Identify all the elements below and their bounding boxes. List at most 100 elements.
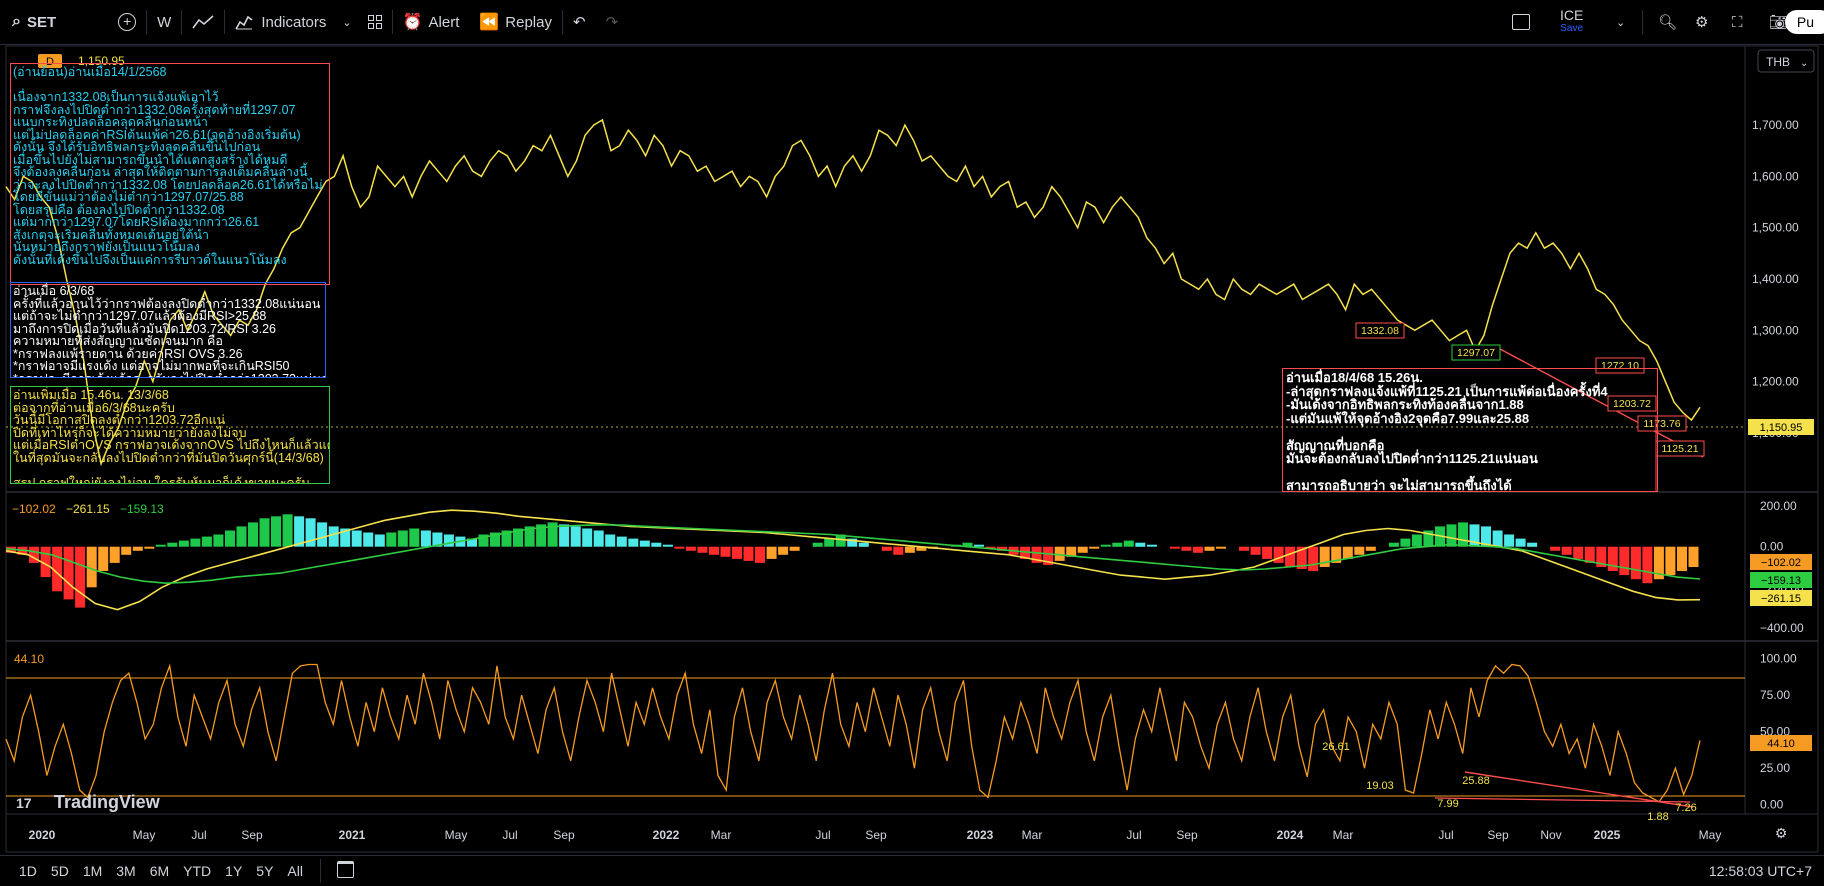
- svg-text:TradingView: TradingView: [54, 792, 161, 812]
- gear-icon[interactable]: ⚙: [1775, 825, 1788, 841]
- chart-area[interactable]: 1,700.00 1,600.00 1,500.00 1,400.00 1,300.00…: [0, 44, 1824, 854]
- range-ytd[interactable]: YTD: [183, 863, 212, 879]
- time-axis-label: 2022: [653, 828, 680, 842]
- macd-hist-bar: [893, 546, 904, 555]
- macd-lines: [5, 509, 1701, 611]
- time-axis-label: Mar: [1333, 828, 1354, 842]
- macd-histogram: [6, 514, 1699, 608]
- macd-hist-bar: [547, 522, 558, 547]
- price-axis-label: 1,300.00: [1752, 323, 1799, 337]
- macd-hist-bar: [1688, 546, 1699, 567]
- price-axis[interactable]: 1,700.00 1,600.00 1,500.00 1,400.00 1,300.00…: [1752, 118, 1799, 440]
- macd-hist-bar: [29, 546, 39, 563]
- macd-hist-bar: [1181, 546, 1192, 551]
- undo-icon: ↶: [572, 14, 586, 31]
- macd-hist-bar: [1250, 546, 1261, 555]
- macd-hist-bar: [259, 518, 270, 547]
- macd-hist-bar: [1020, 546, 1031, 559]
- range-1d[interactable]: 1D: [19, 863, 37, 879]
- chart-frame: [5, 45, 1819, 853]
- symbol-search[interactable]: ⌕ SET: [0, 0, 66, 44]
- rsi-label-1903: 19.03: [1366, 780, 1394, 792]
- line-chart-icon: [192, 15, 214, 29]
- currency-button[interactable]: [1757, 49, 1815, 73]
- range-all[interactable]: All: [287, 863, 303, 879]
- compare-button[interactable]: +: [108, 0, 146, 44]
- tradingview-watermark[interactable]: 17 TradingView: [16, 792, 161, 812]
- macd-hist-bar: [904, 546, 915, 553]
- macd-hist-bar: [743, 546, 754, 561]
- date-range-picker[interactable]: [331, 861, 360, 881]
- price-label-1173: 1173.76: [1637, 415, 1687, 432]
- macd-badge-3: [1750, 590, 1812, 606]
- rsi-legend-value: 44.10: [14, 652, 44, 666]
- macd-hist-bar: [144, 546, 155, 549]
- annotation-box-1[interactable]: (อ่านย้อน)อ่านเมื่อ14/1/2568 เนื่องจาก13…: [10, 63, 330, 285]
- macd-hist-bar: [86, 546, 97, 588]
- svg-text:1203.72: 1203.72: [1613, 398, 1651, 410]
- indicators-dropdown[interactable]: ⌄: [336, 0, 357, 44]
- macd-hist-bar: [732, 546, 742, 559]
- interval-button[interactable]: W: [157, 13, 172, 31]
- range-5d[interactable]: 5D: [50, 863, 69, 879]
- chart-canvas[interactable]: 1,700.00 1,600.00 1,500.00 1,400.00 1,300.00…: [0, 44, 1824, 854]
- macd-hist-bar: [559, 524, 570, 547]
- macd-hist-bar: [1619, 546, 1630, 576]
- undo-button[interactable]: ↶: [563, 0, 596, 44]
- macd-hist-bar: [1573, 546, 1584, 559]
- layout-name[interactable]: ICE Save: [1560, 8, 1583, 36]
- macd-hist-bar: [52, 546, 63, 592]
- svg-text:1297.07: 1297.07: [1457, 347, 1495, 359]
- settings-button[interactable]: ⚙: [1685, 0, 1718, 44]
- macd-badge-2: [1750, 572, 1812, 588]
- macd-hist-bar: [513, 528, 523, 547]
- rsi-label-2661: 26.61: [1322, 741, 1350, 753]
- annotation-box-3[interactable]: อ่านเพิ่มเมื่อ 15.46น. 13/3/68 ต่อจากที่…: [10, 386, 330, 484]
- redo-button[interactable]: ↷: [596, 0, 629, 44]
- macd-hist-bar: [271, 516, 281, 547]
- layout-dropdown[interactable]: ⌄: [1606, 0, 1635, 44]
- macd-hist-bar: [1204, 546, 1215, 551]
- publish-button[interactable]: Pu: [1784, 10, 1824, 34]
- price-axis-label: 1,400.00: [1752, 272, 1799, 286]
- fullscreen-button[interactable]: ⛶: [1722, 0, 1753, 44]
- range-3m[interactable]: 3M: [116, 863, 136, 879]
- alert-button[interactable]: ⏰ Alert: [393, 0, 470, 44]
- separator: [561, 10, 563, 34]
- indicators-icon: [235, 15, 253, 30]
- macd-hist-bar: [386, 532, 397, 547]
- trend-line-price: [1499, 348, 1704, 458]
- alert-label: Alert: [428, 13, 460, 31]
- macd-hist-bar: [916, 546, 927, 551]
- annotation-box-2[interactable]: อ่านเมื่อ 6/3/68 ครั้งที่แล้วอ่านไว้ว่าก…: [10, 282, 326, 378]
- macd-hist-bar: [1089, 546, 1100, 549]
- macd-hist-bar: [1077, 546, 1088, 553]
- quick-search-button[interactable]: 🔍︎: [1648, 0, 1687, 44]
- search-icon: ⌕: [12, 13, 21, 30]
- rewind-icon: ⏪: [479, 14, 500, 31]
- fullscreen-toggle[interactable]: [1502, 0, 1540, 44]
- layouts-button[interactable]: [358, 0, 392, 44]
- macd-hist-bar: [374, 534, 385, 547]
- range-6m[interactable]: 6M: [149, 863, 170, 879]
- annotation-box-4[interactable]: อ่านเมื่อ18/4/68 15.26น. -ล่าสุดกราฟลงแจ…: [1282, 368, 1658, 492]
- macd-hist-bar: [697, 546, 708, 553]
- clock[interactable]: 12:58:03 UTC+7: [1708, 863, 1812, 879]
- rsi-axis-label: 75.00: [1760, 688, 1790, 702]
- macd-hist-bar: [351, 530, 362, 547]
- range-1y[interactable]: 1Y: [225, 863, 243, 879]
- replay-button[interactable]: ⏪ Replay: [469, 0, 562, 44]
- price-axis-label: 1,600.00: [1752, 169, 1799, 183]
- macd-hist-bar: [593, 530, 604, 547]
- range-5y[interactable]: 5Y: [256, 863, 274, 879]
- macd-hist-bar: [536, 524, 547, 547]
- time-axis[interactable]: 2020 May Jul Sep 2021 May Jul Sep 2022 Mar Jul Sep 2…: [29, 828, 1722, 842]
- macd-hist-bar: [685, 546, 696, 551]
- macd-hist-bar: [340, 528, 351, 547]
- snapshot-button[interactable]: 📷︎: [1759, 0, 1798, 44]
- range-1m[interactable]: 1M: [82, 863, 103, 879]
- magnifier-icon: 🔍︎: [1658, 14, 1678, 31]
- chart-type-button[interactable]: [182, 0, 224, 44]
- indicators-button[interactable]: Indicators: [225, 0, 336, 44]
